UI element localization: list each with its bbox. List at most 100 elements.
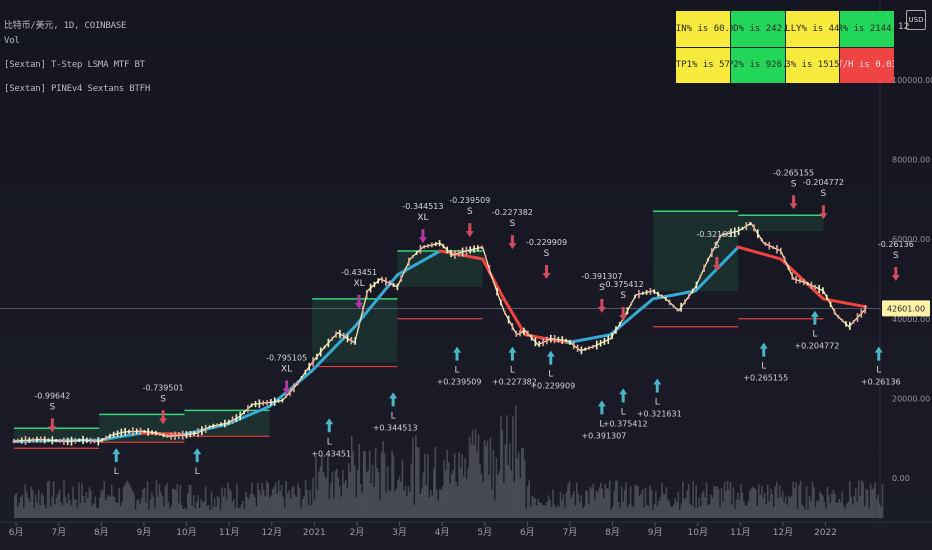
volume-bar <box>702 490 705 518</box>
price-candle <box>603 338 606 345</box>
volume-bar <box>389 490 392 518</box>
volume-bar <box>869 483 872 518</box>
price-candle <box>822 287 824 295</box>
volume-bar <box>746 505 748 518</box>
buy-arrow <box>874 346 883 361</box>
price-candle <box>135 428 138 435</box>
volume-bar <box>134 509 137 518</box>
volume-bar <box>429 490 432 518</box>
volume-bar <box>386 466 389 518</box>
volume-bar <box>653 503 656 518</box>
price-candle <box>726 231 728 236</box>
price-candle <box>584 347 587 351</box>
signal-side-label: S <box>714 241 720 251</box>
volume-bar <box>198 508 201 518</box>
volume-bar <box>167 502 170 518</box>
volume-bar <box>804 509 806 518</box>
volume-bar <box>704 497 706 518</box>
volume-bar <box>352 451 355 518</box>
price-candle <box>595 340 598 350</box>
volume-bar <box>143 487 146 518</box>
volume-bar <box>267 483 270 518</box>
take-profit-zone <box>312 298 398 363</box>
volume-bar <box>358 444 361 518</box>
volume-bar <box>356 469 359 518</box>
price-candle <box>404 267 406 273</box>
volume-bar <box>207 505 210 518</box>
volume-bar <box>218 497 220 518</box>
price-candle <box>423 244 426 249</box>
volume-bar <box>649 485 651 518</box>
indicator-volume[interactable]: Vol <box>4 36 20 46</box>
indicator-sextans-btfh[interactable]: [Sextan] PINEv4 Sextans BTFH <box>4 84 151 94</box>
volume-bar <box>133 493 135 518</box>
price-candle <box>339 329 341 339</box>
volume-bar <box>395 488 398 518</box>
volume-bar <box>732 487 735 518</box>
price-candle <box>231 416 234 424</box>
volume-bar <box>690 505 693 518</box>
volume-bar <box>528 480 530 518</box>
x-tick-label: 9月 <box>648 527 663 538</box>
volume-bar <box>19 496 22 518</box>
volume-bar <box>763 493 766 518</box>
currency-badge[interactable]: USD <box>906 10 926 30</box>
volume-bar <box>489 437 492 518</box>
price-candle <box>342 332 345 340</box>
indicator-tstep-lsma[interactable]: [Sextan] T-Step LSMA MTF BT <box>4 60 145 70</box>
volume-bar <box>243 509 246 518</box>
volume-bar <box>88 487 91 518</box>
volume-bar <box>431 495 434 518</box>
volume-bar <box>850 496 853 518</box>
volume-bar <box>118 487 120 518</box>
stat-odd: ODD% is 242.2 <box>730 11 785 47</box>
volume-bar <box>319 466 322 518</box>
price-candle <box>641 291 644 295</box>
volume-bar <box>795 482 797 518</box>
stat-th: T/H is 0.03 <box>840 47 894 83</box>
signal-side-label: S <box>620 291 626 301</box>
volume-bar <box>185 509 188 518</box>
volume-bar <box>713 485 715 518</box>
volume-bar <box>543 505 545 518</box>
y-tick-label: 100000.00 <box>892 76 932 85</box>
volume-bar <box>701 492 703 518</box>
volume-bar <box>731 504 733 518</box>
volume-bar <box>427 454 429 518</box>
volume-bar <box>379 500 381 518</box>
volume-bar <box>280 485 283 518</box>
volume-bar <box>595 490 598 518</box>
volume-bar <box>859 495 861 518</box>
volume-bar <box>777 497 779 518</box>
volume-bar <box>173 489 176 518</box>
buy-arrow <box>597 400 606 415</box>
signal-value-label: -0.344513 <box>402 202 443 211</box>
price-candle <box>638 290 640 299</box>
price-candle <box>611 332 613 340</box>
volume-bar <box>236 483 238 518</box>
volume-bar <box>586 490 589 518</box>
price-candle <box>803 279 805 286</box>
volume-bar <box>719 507 721 518</box>
volume-bar <box>224 487 226 518</box>
volume-bar <box>14 495 16 518</box>
volume-bar <box>522 447 525 518</box>
signal-side-label: L <box>655 397 660 407</box>
volume-bar <box>231 501 234 518</box>
signal-value-label: +0.265155 <box>743 374 788 383</box>
lsma-segment <box>502 297 527 337</box>
volume-bar <box>28 501 31 518</box>
sell-arrow <box>282 380 291 395</box>
volume-bar <box>692 480 695 518</box>
volume-bar <box>758 484 760 518</box>
price-candle <box>285 394 288 399</box>
price-candle <box>373 281 376 288</box>
price-candle <box>170 432 172 440</box>
volume-bar <box>509 443 511 518</box>
volume-bar <box>617 502 620 518</box>
volume-bar <box>170 505 173 518</box>
price-candle <box>749 221 751 226</box>
volume-bar <box>814 507 817 518</box>
volume-bar <box>72 486 74 518</box>
